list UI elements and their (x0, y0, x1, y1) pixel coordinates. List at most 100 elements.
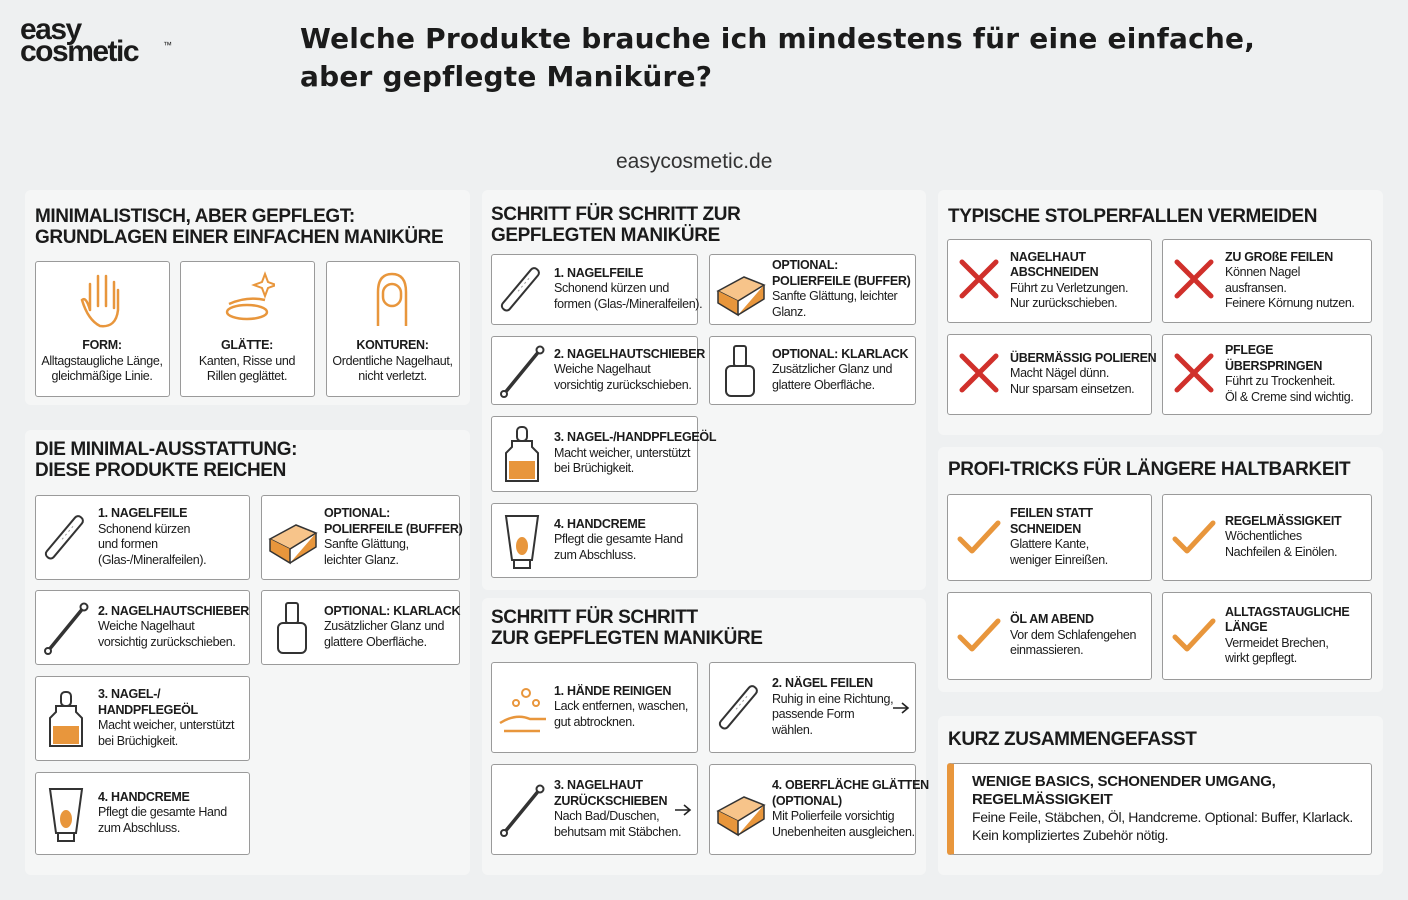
card-title: ÜBERSPRINGEN (1225, 358, 1323, 373)
icon (959, 353, 999, 392)
card-text: Macht Nägel dünn. (1010, 366, 1109, 381)
card-title: 1. NAGELFEILE (98, 506, 188, 520)
icon (268, 523, 318, 564)
card-text: Können Nagel (1225, 265, 1301, 279)
card-title: 2. NÄGEL FEILEN (772, 676, 873, 690)
icon (500, 266, 540, 311)
card-title: 4. HANDCREME (98, 789, 190, 804)
icon (225, 271, 275, 321)
card-title: 3. NAGEL-/ (98, 687, 161, 701)
card-title: FORM: (82, 338, 122, 352)
panel-title: MINIMALISTISCH, ABER GEPFLEGT: (35, 206, 355, 227)
card: OPTIONAL: KLARLACK Zusätzlicher Glanz und… (261, 590, 461, 665)
card-text: (Glas-/Mineralfeilen). (98, 552, 207, 567)
logo: cosmetic (20, 35, 140, 68)
panel-title: KURZ ZUSAMMENGEFASST (948, 729, 1197, 750)
card-text: wirkt gepflegt. (1225, 651, 1297, 665)
panel-title: DIESE PRODUKTE REICHEN (35, 460, 286, 481)
card-text: Glattere Kante, (1010, 537, 1089, 551)
card-title: ÖL AM ABEND (1010, 612, 1094, 627)
card-title: (OPTIONAL) (772, 793, 842, 808)
logo: easy (20, 13, 82, 46)
card: ÜBERMÄSSIG POLIEREN Macht Nägel dünn. Nur … (947, 334, 1157, 415)
icon (500, 784, 545, 837)
card-text: Zusätzlicher Glanz und (772, 362, 893, 377)
card-text: Weiche Nagelhaut (98, 619, 195, 634)
card-title: ABSCHNEIDEN (1010, 265, 1099, 279)
icon (1172, 520, 1216, 553)
card: 1. NAGELFEILE Schonend kürzen und formen (G… (35, 495, 250, 580)
card-text: Ordentliche Nagelhaut, (332, 353, 453, 368)
card-title: NAGELHAUT (1010, 249, 1086, 264)
icon (725, 344, 755, 397)
panel-title: GEPFLEGTEN MANIKÜRE (491, 225, 720, 246)
panel-title: DIE MINIMAL-AUSSTATTUNG: (35, 439, 297, 460)
card-title: POLIERFEILE (BUFFER) (772, 273, 911, 288)
panel-title: PROFI-TRICKS FÜR LÄNGERE HALTBARKEIT (948, 459, 1351, 480)
card-title: REGELMÄSSIGKEIT (1225, 513, 1342, 528)
card-text: Macht weicher, unterstützt (98, 718, 235, 732)
icon (1172, 618, 1216, 652)
icon (500, 345, 545, 398)
icon (1174, 353, 1214, 392)
card-text: leichter Glanz. (324, 552, 399, 567)
panel-title: TYPISCHE STOLPERFALLEN VERMEIDEN (948, 206, 1318, 227)
card: ALLTAGSTAUGLICHE LÄNGE Vermeidet Brechen, w… (1162, 592, 1372, 680)
card-text: und formen (98, 537, 158, 551)
icon (959, 259, 999, 299)
icon (1174, 259, 1214, 299)
card-title: REGELMÄSSIGKEIT (972, 790, 1113, 808)
card-title: PFLEGE (1225, 343, 1274, 357)
icon (718, 684, 758, 729)
trademark: ™ (163, 40, 172, 50)
card: 1. HÄNDE REINIGEN Lack entfernen, waschen… (491, 662, 698, 753)
card-text: einmassieren. (1010, 643, 1084, 658)
card-text: Nur zurückschieben. (1010, 296, 1118, 310)
arrow-icon (675, 803, 692, 816)
card-text: vorsichtig zurückschieben. (554, 377, 692, 392)
card-title: ZURÜCKSCHIEBEN (554, 793, 668, 808)
card-title: OPTIONAL: KLARLACK (772, 346, 909, 361)
icon (277, 601, 307, 654)
card: 4. HANDCREME Pflegt die gesamte Hand zum A… (35, 772, 250, 855)
card-text: Pflegt die gesamte Hand (554, 532, 683, 547)
page-title: Welche Produkte brauche ich mindestens f… (300, 22, 1256, 55)
card-title: HANDPFLEGEÖL (98, 702, 198, 717)
card-title: 1. NAGELFEILE (554, 265, 644, 280)
card-text: glattere Oberfläche. (324, 634, 427, 649)
card: PFLEGE ÜBERSPRINGEN Führt zu Trockenheit. Ö… (1162, 334, 1372, 415)
card-title: OPTIONAL: (772, 258, 839, 272)
icon (44, 602, 89, 655)
card: REGELMÄSSIGKEIT Wöchentliches Nachfeilen &… (1162, 494, 1372, 581)
card-text: Sanfte Glättung, (324, 537, 409, 551)
card-text: Vor dem Schlafengehen (1010, 627, 1137, 642)
card-text: Sanfte Glättung, leichter (772, 289, 898, 303)
card-title: OPTIONAL: KLARLACK (324, 603, 461, 618)
card-title: 3. NAGELHAUT (554, 778, 643, 792)
panel-title: ZUR GEPFLEGTEN MANIKÜRE (491, 628, 763, 649)
card-title: 4. OBERFLÄCHE GLÄTTEN (772, 778, 929, 792)
card-text: ausfransen. (1225, 280, 1287, 295)
card: NAGELHAUT ABSCHNEIDEN Führt zu Verletzunge… (947, 239, 1152, 323)
card: OPTIONAL: KLARLACK Zusätzlicher Glanz und… (709, 336, 916, 405)
card-text: Mit Polierfeile vorsichtig (772, 809, 895, 823)
panel-title: SCHRITT FÜR SCHRITT (491, 607, 698, 628)
card-text: Pflegt die gesamte Hand (98, 805, 227, 820)
panel-title: GRUNDLAGEN EINER EINFACHEN MANIKÜRE (35, 227, 444, 248)
card: KONTUREN: Ordentliche Nagelhaut, nicht ver… (326, 261, 460, 397)
card-text: passende Form (772, 707, 855, 721)
card-text: Führt zu Trockenheit. (1225, 374, 1336, 388)
panel-title: SCHRITT FÜR SCHRITT ZUR (491, 204, 741, 225)
card: 3. NAGELHAUT ZURÜCKSCHIEBEN Nach Bad/Dusch… (491, 764, 698, 855)
card-text: Schonend kürzen (98, 521, 191, 536)
card-text: Nachfeilen & Einölen. (1225, 544, 1338, 559)
card: ZU GROßE FEILEN Können Nagel ausfransen. Fe… (1162, 239, 1372, 323)
icon (80, 274, 119, 328)
card-text: zum Abschluss. (554, 547, 636, 562)
card-title: ZU GROßE FEILEN (1225, 249, 1334, 264)
card-text: Zusätzlicher Glanz und (324, 619, 445, 634)
card-text: gleichmäßige Linie. (51, 369, 153, 383)
card-text: Feine Feile, Stäbchen, Öl, Handcreme. Op… (972, 808, 1353, 825)
icon (376, 272, 408, 326)
